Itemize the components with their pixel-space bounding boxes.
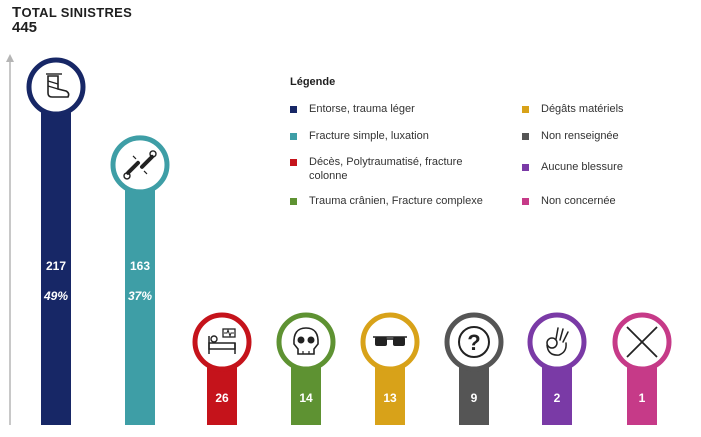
legend-item-8: Non concernée — [522, 194, 616, 208]
legend-item-7: Aucune blessure — [522, 160, 623, 174]
bars-group: 217 49% 163 37% 26 14 13? 9 2 1 — [26, 57, 672, 425]
value-label-2: 163 — [130, 259, 150, 273]
percent-label-1: 49% — [43, 289, 68, 303]
legend-item-2: Fracture simple, luxation — [290, 129, 429, 143]
legend-item-1: Entorse, trauma léger — [290, 102, 415, 116]
legend-label: Entorse, trauma léger — [309, 103, 415, 115]
sunglasses-icon — [373, 336, 407, 346]
legend-label: Dégâts matériels — [541, 103, 624, 115]
bar-1-badge — [26, 57, 86, 117]
legend-swatch — [290, 198, 297, 205]
legend-label: Non renseignée — [541, 130, 619, 142]
total-label-initial: T — [12, 4, 22, 21]
legend-swatch — [290, 106, 297, 113]
legend-item-6: Non renseignée — [522, 129, 619, 143]
legend-label: Fracture simple, luxation — [309, 130, 429, 142]
value-label-8: 1 — [639, 391, 646, 405]
bar-6-badge — [444, 312, 504, 372]
value-label-1: 217 — [46, 259, 66, 273]
legend-swatch — [290, 159, 297, 166]
total-label-rest: OTAL SINISTRES — [21, 5, 133, 20]
legend-label: Trauma crânien, Fracture complexe — [309, 195, 483, 207]
legend-swatch — [522, 164, 529, 171]
hospital-bed-icon — [208, 328, 236, 354]
value-label-3: 26 — [215, 391, 229, 405]
legend-label: Non concernée — [541, 195, 616, 207]
svg-text:?: ? — [467, 330, 480, 355]
total-value: 445 — [12, 19, 38, 36]
legend-item-5: Dégâts matériels — [522, 102, 624, 116]
foot-bandage-icon — [46, 73, 70, 98]
legend-swatch — [290, 133, 297, 140]
legend-title: Légende — [290, 76, 336, 88]
bar-1 — [41, 87, 71, 425]
percent-label-2: 37% — [128, 289, 152, 303]
legend-swatch — [522, 106, 529, 113]
value-label-4: 14 — [299, 391, 313, 405]
legend-label: Décès, Polytraumatisé, fracture colonne — [309, 156, 463, 182]
bar-3-badge — [192, 312, 252, 372]
legend-label: Aucune blessure — [541, 161, 623, 173]
bar-2-badge — [110, 135, 170, 195]
legend-swatch — [522, 198, 529, 205]
value-label-6: 9 — [471, 391, 478, 405]
legend-item-4: Trauma crânien, Fracture complexe — [290, 194, 483, 208]
value-label-5: 13 — [383, 391, 397, 405]
legend-item-3: Décès, Polytraumatisé, fracture colonne — [290, 155, 490, 183]
question-mark-icon: ? — [458, 326, 490, 358]
bar-4-badge — [276, 312, 336, 372]
value-label-7: 2 — [554, 391, 561, 405]
legend-swatch — [522, 133, 529, 140]
ok-hand-icon — [546, 327, 569, 356]
y-axis-arrow — [6, 54, 14, 425]
bar-5-badge — [360, 312, 420, 372]
bar-2 — [125, 164, 155, 425]
skull-face-icon — [293, 327, 319, 355]
broken-bone-icon — [123, 150, 157, 180]
total-label: TOTAL SINISTRES — [12, 4, 132, 21]
cross-icon — [626, 326, 658, 358]
